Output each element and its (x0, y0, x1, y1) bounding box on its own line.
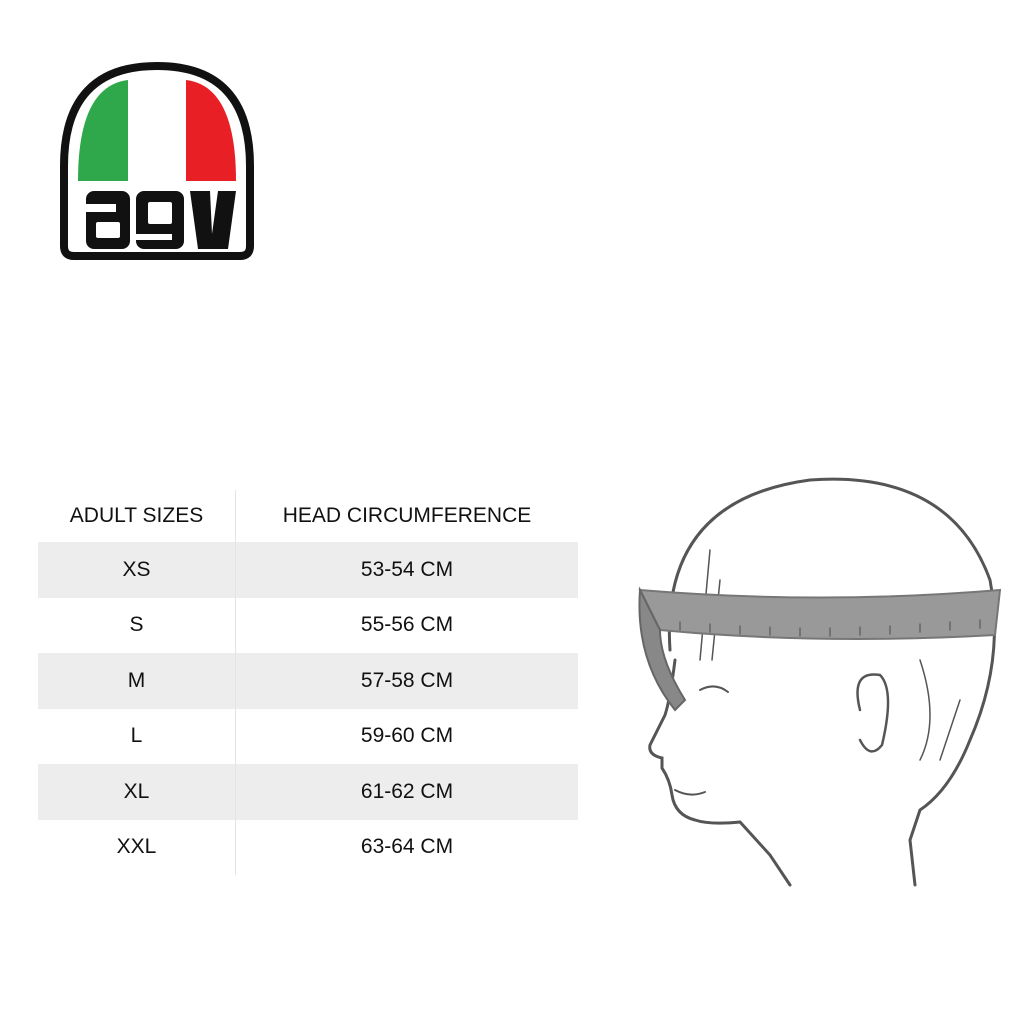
circumference-cell: 61-62 CM (360, 779, 454, 803)
head-outline (667, 477, 996, 887)
size-cell: L (38, 708, 236, 764)
head-measurement-illustration (638, 477, 1002, 887)
circumference-cell: 59-60 CM (360, 724, 454, 748)
circumference-cell: 63-64 CM (360, 835, 454, 859)
size-cell: XXL (38, 819, 236, 875)
size-cell: XS (38, 542, 236, 598)
table-row: S 55-56 CM (38, 597, 578, 653)
circumference-cell: 53-54 CM (360, 557, 454, 581)
eye (699, 685, 729, 693)
tape-ticks (679, 619, 981, 637)
header-adult-sizes: ADULT SIZES (38, 490, 236, 542)
table-row: XL 61-62 CM (38, 764, 578, 820)
agv-logo (60, 61, 254, 260)
size-chart-table: ADULT SIZES HEAD CIRCUMFERENCE XS 53-54 C… (38, 490, 578, 875)
circumference-cell: 57-58 CM (360, 668, 454, 692)
measuring-tape-side (638, 586, 687, 712)
table-row: XXL 63-64 CM (38, 819, 578, 875)
table-row: XS 53-54 CM (38, 542, 578, 598)
circumference-cell: 55-56 CM (360, 613, 454, 637)
hair-lines (699, 549, 961, 761)
table-row: L 59-60 CM (38, 708, 578, 764)
size-cell: XL (38, 764, 236, 820)
size-cell: S (38, 597, 236, 653)
size-cell: M (38, 653, 236, 709)
measuring-tape (638, 588, 1002, 640)
table-header-row: ADULT SIZES HEAD CIRCUMFERENCE (38, 490, 578, 542)
table-row: M 57-58 CM (38, 653, 578, 709)
header-head-circumference: HEAD CIRCUMFERENCE (282, 504, 532, 527)
mouth (674, 789, 706, 796)
face-profile (648, 658, 792, 887)
ear (856, 673, 890, 753)
